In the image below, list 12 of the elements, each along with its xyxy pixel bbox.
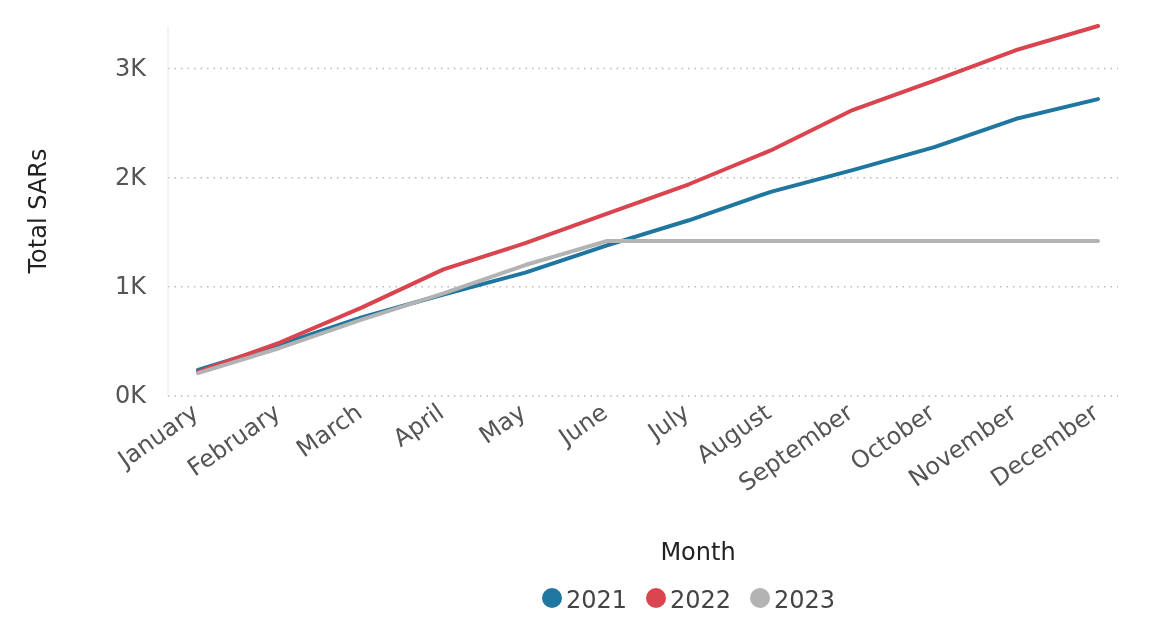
y-tick-label: 2K xyxy=(114,162,148,191)
y-tick-label: 1K xyxy=(114,271,148,300)
line-series xyxy=(196,24,1100,374)
x-tick-label: May xyxy=(474,397,531,450)
x-tick-label: July xyxy=(641,397,695,447)
y-tick-label: 3K xyxy=(114,53,148,82)
y-tick-label: 0K xyxy=(114,381,148,409)
x-axis-title: Month xyxy=(660,538,736,566)
legend-label: 2022 xyxy=(670,586,732,614)
legend-label: 2021 xyxy=(566,586,628,614)
legend-label: 2023 xyxy=(774,586,836,614)
y-axis-title: Total SARs xyxy=(24,148,52,275)
